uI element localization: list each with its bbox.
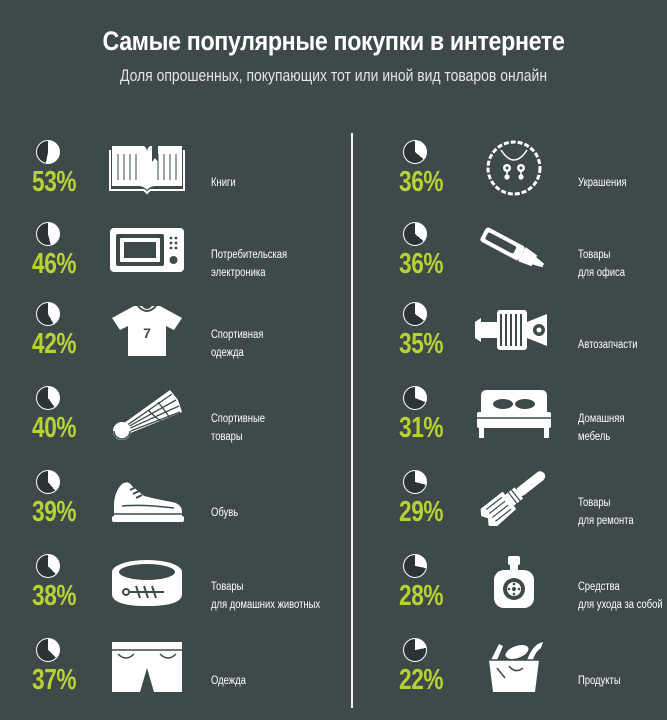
category-label-line: Товары xyxy=(578,497,611,509)
pie-mark xyxy=(36,470,60,494)
percent-label: 38% xyxy=(32,580,77,612)
percent-label: 36% xyxy=(399,166,444,198)
highlighter-icon xyxy=(475,222,553,278)
category-label: Потребительская электроника xyxy=(211,246,287,282)
pie-mark xyxy=(36,638,60,662)
category-label: Спортивные товары xyxy=(211,410,265,446)
category-label-line: Спортивные xyxy=(211,413,266,425)
necklace-icon xyxy=(475,140,553,196)
category-label: Средства для ухода за собой xyxy=(578,578,663,614)
category-label: Домашняя мебель xyxy=(578,410,624,446)
category-label-line: одежда xyxy=(211,347,244,359)
category-item: 36% Товары для офиса xyxy=(399,222,667,292)
percent-label: 22% xyxy=(399,664,444,696)
bed-icon xyxy=(475,386,553,442)
category-label-line: Одежда xyxy=(211,675,246,687)
category-label-line: мебель xyxy=(578,431,611,443)
category-label: Товары для домашних животных xyxy=(211,578,320,614)
category-label-line: Спортивная xyxy=(211,329,264,341)
category-item: 40% Спортивные товары xyxy=(32,386,356,456)
category-item: 31% Домашняя мебель xyxy=(399,386,667,456)
percent-label: 53% xyxy=(32,166,77,198)
pie-mark xyxy=(403,302,427,326)
perfume-icon xyxy=(475,554,553,610)
percent-label: 35% xyxy=(399,328,444,360)
pie-mark xyxy=(403,554,427,578)
percent-label: 37% xyxy=(32,664,77,696)
category-item: 38% Товары для домашних животных xyxy=(32,554,356,624)
pie-mark xyxy=(36,222,60,246)
svg-text:7: 7 xyxy=(143,325,151,341)
category-label: Обувь xyxy=(211,504,238,522)
pie-mark xyxy=(403,140,427,164)
category-item: 46% Потребительская электроника xyxy=(32,222,356,292)
jersey-icon: 7 xyxy=(108,302,186,358)
category-label: Продукты xyxy=(578,672,621,690)
category-item: 35% Автозапчасти xyxy=(399,302,667,372)
category-label: Автозапчасти xyxy=(578,336,638,354)
percent-label: 40% xyxy=(32,412,77,444)
percent-label: 28% xyxy=(399,580,444,612)
shuttlecock-icon xyxy=(108,386,186,442)
page-subtitle: Доля опрошенных, покупающих тот или иной… xyxy=(119,66,548,85)
category-label: Украшения xyxy=(578,174,627,192)
sneaker-icon xyxy=(108,470,186,526)
category-label-line: Товары xyxy=(578,249,611,261)
category-label-line: Потребительская xyxy=(211,249,288,261)
category-label-line: Домашняя xyxy=(578,413,625,425)
category-label-line: для ремонта xyxy=(578,515,634,527)
category-item: 36% Украшения xyxy=(399,140,667,210)
percent-label: 46% xyxy=(32,248,77,280)
engine-icon xyxy=(475,302,553,358)
category-label-line: для домашних животных xyxy=(211,599,321,611)
pie-mark xyxy=(36,554,60,578)
category-label-line: для офиса xyxy=(578,267,625,279)
category-item: 28% Средства для ухода за собой xyxy=(399,554,667,624)
category-label: Товары для ремонта xyxy=(578,494,634,530)
category-label-line: для ухода за собой xyxy=(578,599,663,611)
category-item: 42% 7 Спортивная одежда xyxy=(32,302,356,372)
percent-label: 42% xyxy=(32,328,77,360)
category-label: Книги xyxy=(211,174,236,192)
category-item: 22% Продукты xyxy=(399,638,667,708)
category-item: 39% Обувь xyxy=(32,470,356,540)
percent-label: 29% xyxy=(399,496,444,528)
column-divider xyxy=(351,133,353,708)
percent-label: 31% xyxy=(399,412,444,444)
pie-mark xyxy=(403,638,427,662)
paintbrush-icon xyxy=(475,470,553,526)
category-label-line: товары xyxy=(211,431,243,443)
category-label-line: Автозапчасти xyxy=(578,339,638,351)
category-label: Спортивная одежда xyxy=(211,326,263,362)
category-label-line: Продукты xyxy=(578,675,621,687)
pie-mark xyxy=(403,222,427,246)
category-item: 37% Одежда xyxy=(32,638,356,708)
category-label-line: Товары xyxy=(211,581,244,593)
book-icon xyxy=(108,140,186,196)
pie-mark xyxy=(36,302,60,326)
shorts-icon xyxy=(108,638,186,694)
category-label-line: Обувь xyxy=(211,507,239,519)
percent-label: 36% xyxy=(399,248,444,280)
page-title: Самые популярные покупки в интернете xyxy=(102,26,565,56)
category-label-line: Украшения xyxy=(578,177,627,189)
category-label-line: Книги xyxy=(211,177,236,189)
category-item: 53% Книги xyxy=(32,140,356,210)
category-item: 29% Товары для ремонта xyxy=(399,470,667,540)
pie-mark xyxy=(403,470,427,494)
pie-mark xyxy=(36,386,60,410)
pie-mark xyxy=(36,140,60,164)
category-label: Товары для офиса xyxy=(578,246,625,282)
pie-mark xyxy=(403,386,427,410)
grocery-bag-icon xyxy=(475,638,553,694)
category-label-line: электроника xyxy=(211,267,266,279)
category-label: Одежда xyxy=(211,672,246,690)
category-label-line: Средства xyxy=(578,581,620,593)
microwave-icon xyxy=(108,222,186,278)
percent-label: 39% xyxy=(32,496,77,528)
pet-bowl-icon xyxy=(108,554,186,610)
